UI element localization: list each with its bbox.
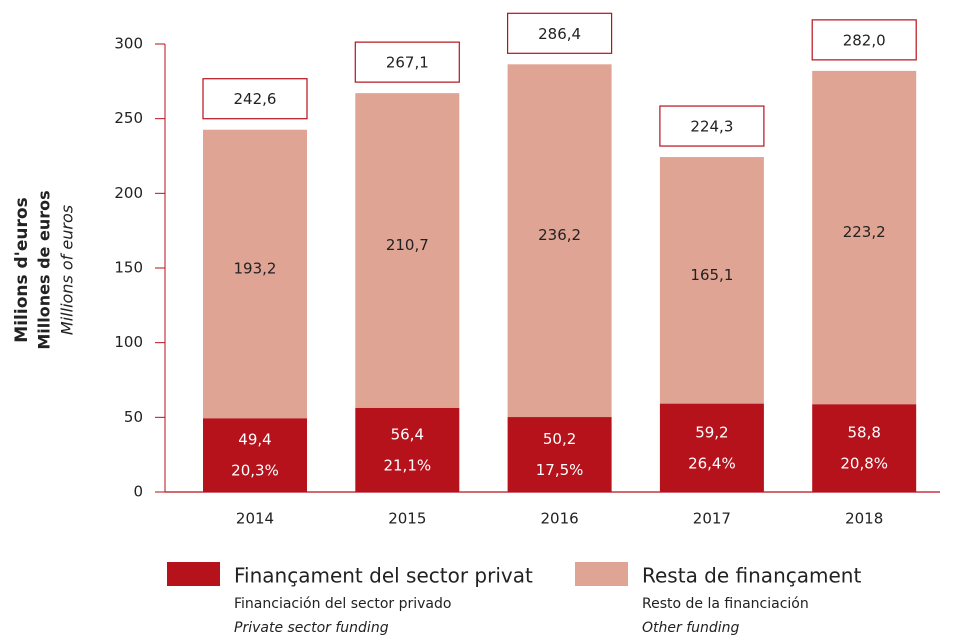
y-tick-label: 300 xyxy=(114,35,143,53)
x-tick-label: 2014 xyxy=(236,510,274,528)
total-box xyxy=(354,41,460,83)
x-tick-label: 2016 xyxy=(541,510,579,528)
legend-sublabel: Other funding xyxy=(642,620,740,636)
total-label: 267,1 xyxy=(386,54,429,72)
total-label: 282,0 xyxy=(843,31,886,49)
value-label: 58,8 xyxy=(847,424,880,442)
y-tick-label: 0 xyxy=(133,483,143,501)
total-label: 224,3 xyxy=(690,118,733,136)
bar-segment xyxy=(507,417,612,492)
legend-label: Finançament del sector privat xyxy=(234,564,533,588)
y-axis-label-line: Milions d'euros xyxy=(12,197,32,342)
y-tick-label: 50 xyxy=(124,408,143,426)
share-label: 26,4% xyxy=(688,454,736,472)
total-box xyxy=(507,12,613,54)
total-label: 242,6 xyxy=(234,90,277,108)
legend-swatch xyxy=(167,562,220,586)
y-axis-label: Milions d'euros Millones de euros Millio… xyxy=(12,190,77,349)
value-label: 59,2 xyxy=(695,423,728,441)
y-axis-label-line: Millones de euros xyxy=(35,190,54,349)
total-box xyxy=(659,105,765,147)
value-label: 193,2 xyxy=(234,259,277,277)
y-tick-label: 150 xyxy=(114,259,143,277)
bar-segment xyxy=(812,70,917,405)
bar-segment xyxy=(355,407,460,492)
total-box xyxy=(202,78,308,120)
bar-segment xyxy=(659,157,764,404)
bar-segment xyxy=(203,129,307,419)
x-tick-label: 2018 xyxy=(845,510,883,528)
x-tick-label: 2015 xyxy=(388,510,426,528)
value-label: 236,2 xyxy=(538,226,581,244)
value-label: 223,2 xyxy=(843,223,886,241)
legend-swatch xyxy=(575,562,628,586)
value-label: 210,7 xyxy=(386,236,429,254)
total-label: 286,4 xyxy=(538,25,581,43)
bar-segment xyxy=(355,93,460,408)
value-label: 165,1 xyxy=(690,266,733,284)
legend-sublabel: Financiación del sector privado xyxy=(234,596,451,612)
value-label: 50,2 xyxy=(543,430,576,448)
bar-segment xyxy=(659,403,764,492)
share-label: 20,8% xyxy=(840,455,888,473)
y-tick-label: 200 xyxy=(114,184,143,202)
legend-sublabel: Private sector funding xyxy=(234,620,389,636)
bar-segment xyxy=(812,404,917,492)
value-label: 56,4 xyxy=(391,425,424,443)
share-label: 17,5% xyxy=(536,461,584,479)
legend-sublabel: Resto de la financiación xyxy=(642,596,809,612)
share-label: 21,1% xyxy=(383,456,431,474)
bar-segment xyxy=(203,418,307,492)
bar-segment xyxy=(507,64,612,418)
y-tick-label: 250 xyxy=(114,109,143,127)
total-box xyxy=(811,19,917,61)
y-axis-label-line: Millions of euros xyxy=(58,205,77,335)
share-label: 20,3% xyxy=(231,462,279,480)
y-tick-label: 100 xyxy=(114,333,143,351)
legend-label: Resta de finançament xyxy=(642,564,861,588)
value-label: 49,4 xyxy=(238,431,271,449)
x-tick-label: 2017 xyxy=(693,510,731,528)
